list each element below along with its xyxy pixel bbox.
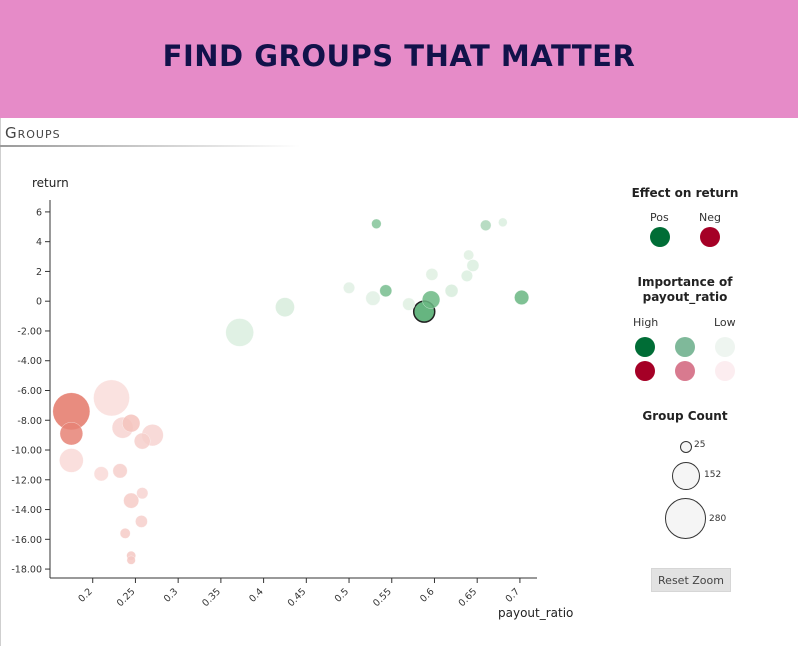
x-tick-label: 0.2 [76, 586, 94, 604]
count-legend-title: Group Count [642, 409, 728, 423]
group-point[interactable] [122, 414, 141, 433]
y-tick-label: -10.00 [11, 446, 42, 457]
group-point[interactable] [460, 269, 473, 282]
group-point[interactable] [119, 528, 131, 539]
effect-legend-title: Effect on return [631, 186, 739, 200]
y-tick-label: 0 [36, 297, 42, 308]
effect-pos-swatch [650, 227, 670, 247]
x-tick-label: 0.35 [200, 586, 223, 609]
group-point[interactable] [425, 268, 439, 281]
group-point[interactable] [59, 448, 84, 473]
count-small-label: 25 [694, 440, 706, 450]
group-point[interactable] [133, 432, 151, 450]
y-tick-label: -8.00 [17, 416, 42, 427]
section-underline [0, 145, 300, 147]
group-point[interactable] [93, 466, 109, 482]
group-point[interactable] [93, 379, 130, 417]
group-point[interactable] [379, 284, 393, 298]
y-tick-label: -2.00 [17, 326, 42, 337]
y-tick-label: -14.00 [11, 505, 42, 516]
x-tick-label: 0.3 [162, 586, 180, 604]
importance-legend-title-line2: payout_ratio [642, 290, 728, 304]
count-small-circle [680, 441, 692, 453]
group-point[interactable] [466, 259, 480, 272]
y-tick-label: -4.00 [17, 356, 42, 367]
group-point[interactable] [343, 281, 355, 294]
effect-neg-label: Neg [699, 211, 721, 224]
x-axis-label: payout_ratio [498, 606, 573, 620]
group-point[interactable] [136, 487, 149, 500]
y-tick-label: -6.00 [17, 386, 42, 397]
x-tick-label: 0.45 [286, 586, 309, 609]
group-point[interactable] [402, 297, 416, 311]
section-title: Groups [5, 124, 61, 142]
importance-neg-mid-swatch [675, 361, 695, 381]
importance-high-label: High [633, 316, 659, 329]
x-tick-label: 0.25 [115, 586, 138, 609]
y-tick-label: 6 [36, 207, 42, 218]
importance-legend-title-line1: Importance of [637, 275, 733, 289]
importance-neg-low-swatch [715, 361, 735, 381]
group-point[interactable] [126, 555, 136, 565]
y-tick-label: 4 [36, 237, 42, 248]
group-point[interactable] [498, 217, 508, 227]
group-point[interactable] [421, 290, 441, 309]
group-point[interactable] [123, 492, 140, 509]
count-mid-circle [672, 462, 700, 490]
x-tick-label: 0.6 [418, 586, 436, 604]
importance-neg-high-swatch [635, 361, 655, 381]
group-point[interactable] [444, 284, 459, 298]
y-axis-label: return [32, 176, 69, 190]
group-point[interactable] [135, 515, 148, 528]
panel-border [0, 118, 1, 646]
header-banner: FIND GROUPS THAT MATTER [0, 0, 798, 118]
y-tick-label: -16.00 [11, 535, 42, 546]
scatter-plot[interactable]: 6 4 2 0 -2.00 -4.00 -6.00 -8.00 -10.00 -12.00 -14.… [0, 160, 590, 630]
group-point[interactable] [112, 463, 128, 479]
effect-pos-label: Pos [650, 211, 669, 224]
importance-pos-low-swatch [715, 337, 735, 357]
importance-pos-high-swatch [635, 337, 655, 357]
group-point[interactable] [480, 219, 492, 231]
group-point[interactable] [463, 249, 474, 261]
x-tick-label: 0.55 [371, 586, 394, 609]
group-point[interactable] [275, 297, 295, 317]
count-large-label: 280 [709, 514, 727, 524]
count-large-circle [665, 498, 706, 539]
x-tick-label: 0.65 [457, 586, 480, 609]
x-tick-label: 0.7 [504, 586, 522, 604]
reset-zoom-button[interactable]: Reset Zoom [651, 568, 731, 592]
count-mid-label: 152 [704, 470, 722, 480]
group-point[interactable] [365, 290, 381, 306]
x-tick-label: 0.4 [247, 586, 265, 604]
y-tick-label: 2 [36, 267, 42, 278]
group-point[interactable] [59, 421, 84, 446]
group-point[interactable] [225, 318, 254, 347]
importance-low-label: Low [714, 316, 736, 329]
importance-pos-mid-swatch [675, 337, 695, 357]
y-tick-label: -18.00 [11, 565, 42, 576]
y-tick-label: -12.00 [11, 475, 42, 486]
group-point[interactable] [514, 290, 530, 305]
banner-title: FIND GROUPS THAT MATTER [162, 39, 636, 73]
x-tick-label: 0.5 [333, 586, 351, 604]
group-point[interactable] [371, 218, 382, 229]
effect-neg-swatch [700, 227, 720, 247]
